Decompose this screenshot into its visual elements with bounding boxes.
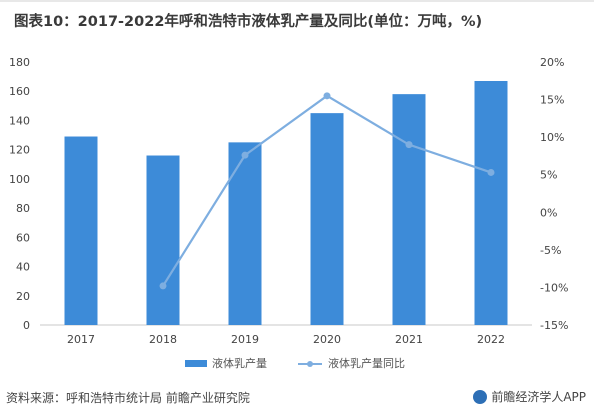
top-divider <box>0 0 594 2</box>
legend-bar-label: 液体乳产量 <box>212 356 267 370</box>
x-tick-label: 2018 <box>149 333 177 346</box>
y-left-tick-label: 60 <box>16 231 30 244</box>
legend-line-label: 液体乳产量同比 <box>328 356 405 370</box>
y-right-tick-label: 5% <box>540 169 557 182</box>
yoy-point <box>323 92 331 100</box>
x-tick-label: 2021 <box>395 333 423 346</box>
x-tick-label: 2020 <box>313 333 341 346</box>
yoy-point <box>487 168 495 176</box>
yoy-point <box>159 282 167 290</box>
y-left-tick-label: 120 <box>9 144 30 157</box>
y-right-tick-label: -10% <box>540 281 568 294</box>
y-left-tick-label: 100 <box>9 173 30 186</box>
yoy-point <box>405 141 413 149</box>
y-left-tick-label: 20 <box>16 290 30 303</box>
legend-line-marker <box>307 361 313 367</box>
bar <box>146 155 180 325</box>
source-note: 资料来源：呼和浩特市统计局 前瞻产业研究院 <box>6 391 250 405</box>
y-left-tick-label: 0 <box>23 319 30 332</box>
y-right-tick-label: 10% <box>540 131 564 144</box>
yoy-point <box>241 151 249 159</box>
y-left-tick-label: 160 <box>9 85 30 98</box>
bar <box>474 80 508 325</box>
y-right-tick-label: 0% <box>540 206 557 219</box>
x-tick-label: 2019 <box>231 333 259 346</box>
y-right-tick-label: 15% <box>540 94 564 107</box>
brand-logo-icon <box>473 389 488 404</box>
combo-chart: 0 20 40 60 80 100 120 140 160 180 -15% -10% -5% 0% 5%… <box>9 56 568 370</box>
y-left-tick-label: 140 <box>9 114 30 127</box>
x-tick-label: 2022 <box>477 333 505 346</box>
bar <box>310 113 344 325</box>
y-left-tick-label: 40 <box>16 261 30 274</box>
x-tick-label: 2017 <box>67 333 95 346</box>
y-right-tick-label: 20% <box>540 56 564 69</box>
bar <box>64 136 98 325</box>
y-right-tick-label: -5% <box>540 244 561 257</box>
brand-label: 前瞻经济学人APP <box>491 390 586 404</box>
bar <box>392 94 426 326</box>
brand: 前瞻经济学人APP <box>473 388 586 405</box>
legend-bar-swatch <box>185 360 207 367</box>
y-left-tick-label: 180 <box>9 56 30 69</box>
chart-title: 图表10：2017-2022年呼和浩特市液体乳产量及同比(单位：万吨，%) <box>14 14 483 30</box>
y-left-tick-label: 80 <box>16 202 30 215</box>
bar <box>228 142 262 325</box>
y-right-tick-label: -15% <box>540 319 568 332</box>
